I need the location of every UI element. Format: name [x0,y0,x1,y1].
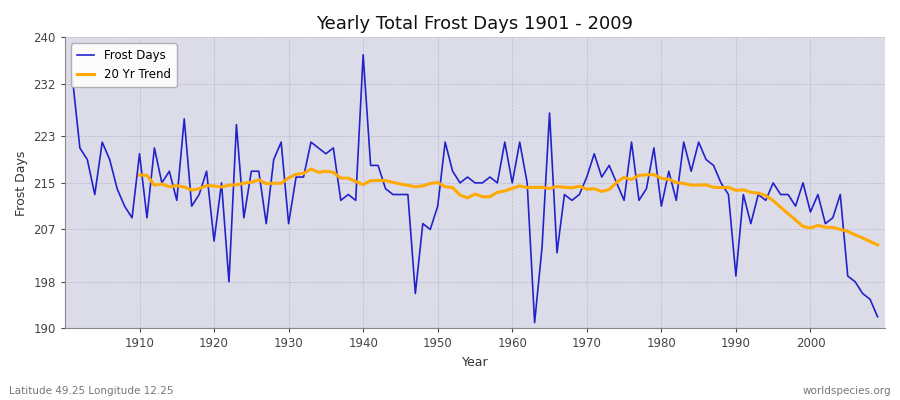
Frost Days [872,314,883,319]
Frost Days [336,198,346,203]
Line: 20 Yr Trend: 20 Yr Trend [140,169,878,245]
20 Yr Trend [872,242,883,247]
20 Yr Trend [820,225,831,230]
20 Yr Trend [275,181,286,186]
20 Yr Trend [522,185,533,190]
Frost Days [127,216,138,220]
20 Yr Trend [306,167,317,172]
Frost Days [611,180,622,185]
Frost Days [507,180,517,185]
Frost Days [514,140,525,144]
Frost Days [358,52,369,57]
20 Yr Trend [313,170,324,175]
20 Yr Trend [581,187,592,192]
Frost Days [67,76,77,80]
Line: Frost Days: Frost Days [72,55,878,322]
Text: Latitude 49.25 Longitude 12.25: Latitude 49.25 Longitude 12.25 [9,386,174,396]
Frost Days [529,320,540,325]
Legend: Frost Days, 20 Yr Trend: Frost Days, 20 Yr Trend [71,43,176,87]
Frost Days [291,175,302,180]
20 Yr Trend [842,229,853,234]
Y-axis label: Frost Days: Frost Days [15,150,28,216]
Title: Yearly Total Frost Days 1901 - 2009: Yearly Total Frost Days 1901 - 2009 [317,15,634,33]
X-axis label: Year: Year [462,356,489,369]
Text: worldspecies.org: worldspecies.org [803,386,891,396]
20 Yr Trend [134,173,145,178]
